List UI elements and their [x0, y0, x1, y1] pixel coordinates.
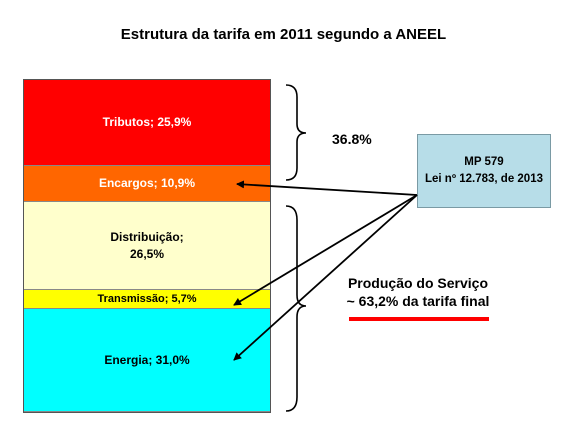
production-line2: ~ 63,2% da tarifa final [346, 293, 490, 309]
segment-label: Distribuição; 26,5% [110, 229, 184, 261]
stacked-bar: Tributos; 25,9% Encargos; 10,9% Distribuiç… [23, 79, 271, 413]
arrow-to-encargos [236, 180, 418, 196]
brace-production [285, 205, 307, 412]
taxes-total-label: 36.8% [332, 131, 372, 147]
mp-box-line1: MP 579 [464, 156, 504, 168]
mp-box-line2: Lei nº 12.783, de 2013 [425, 173, 543, 185]
mp-579-box: MP 579 Lei nº 12.783, de 2013 [417, 134, 551, 208]
segment-label: Transmissão; 5,7% [97, 292, 197, 305]
segment-label: Encargos; 10,9% [98, 176, 196, 190]
segment-transmissao: Transmissão; 5,7% [24, 290, 270, 309]
segment-tributos: Tributos; 25,9% [24, 80, 270, 166]
segment-energia: Energia; 31,0% [24, 309, 270, 412]
segment-label: Tributos; 25,9% [102, 115, 192, 129]
brace-taxes [285, 84, 307, 181]
arrow-to-transmissao [233, 194, 418, 306]
production-line1: Produção do Serviço [347, 275, 489, 291]
production-label: Produção do Serviço ~ 63,2% da tarifa fi… [318, 274, 518, 310]
red-underline [349, 317, 489, 321]
arrow-to-energia [233, 194, 418, 361]
chart-title: Estrutura da tarifa em 2011 segundo a AN… [120, 26, 447, 43]
segment-label: Energia; 31,0% [104, 352, 190, 367]
segment-encargos: Encargos; 10,9% [24, 166, 270, 202]
segment-distribuicao: Distribuição; 26,5% [24, 202, 270, 290]
